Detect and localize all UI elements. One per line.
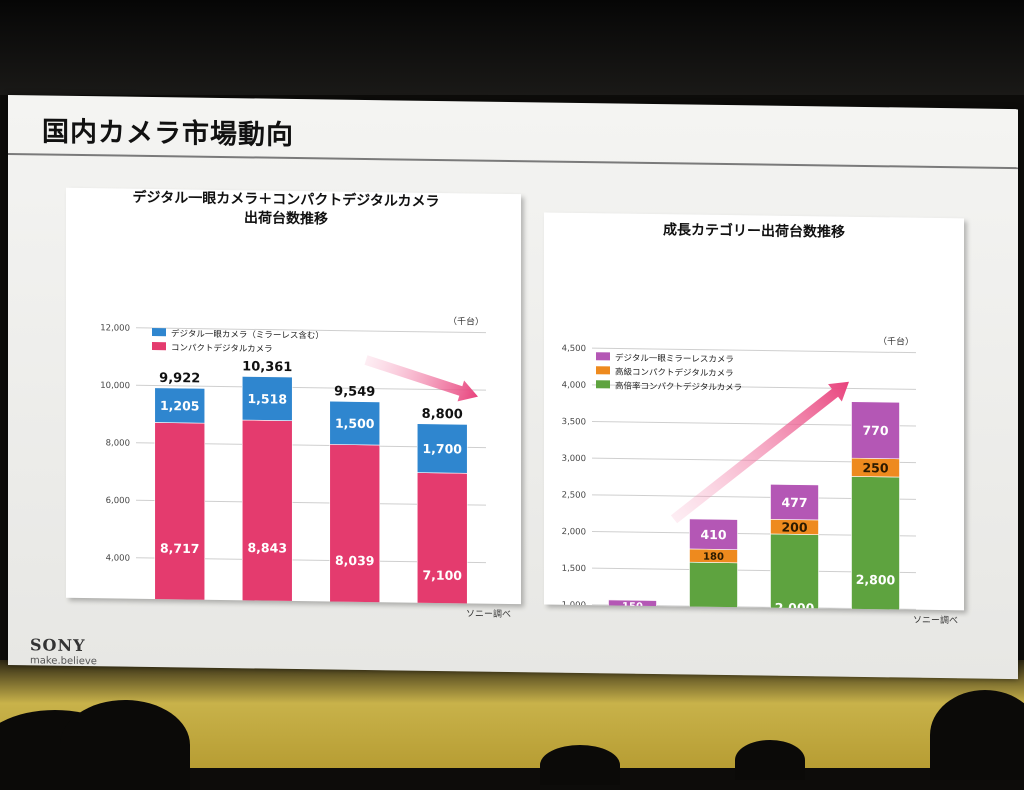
data-label: 250 <box>862 460 888 475</box>
legend-label: 高級コンパクトデジタルカメラ <box>615 366 734 379</box>
right-chart-source: ソニー調べ <box>913 615 959 627</box>
trend-down-arrow <box>364 355 478 402</box>
auditorium-ceiling <box>0 0 1024 95</box>
total-label: 10,361 <box>242 359 292 375</box>
bar-segment <box>851 476 900 683</box>
bar-segment <box>329 444 381 677</box>
y-tick-label: 6,000 <box>106 496 130 506</box>
y-tick-label: 4,500 <box>562 344 586 354</box>
total-label: 9,922 <box>159 371 200 387</box>
bar-segment <box>154 422 206 675</box>
legend-swatch <box>152 342 166 351</box>
slide-title: 国内カメラ市場動向 <box>42 116 294 151</box>
y-tick-label: 4,000 <box>562 380 586 390</box>
data-label: 8,717 <box>160 541 200 557</box>
left-stacked-bar-chart: デジタル一眼カメラ＋コンパクトデジタルカメラ出荷台数推移（千台）02,0004,… <box>100 189 528 699</box>
bar-segment <box>770 484 819 521</box>
sony-tagline: make.believe <box>30 655 97 668</box>
sony-logo: SONY <box>30 635 86 656</box>
legend-label: コンパクトデジタルカメラ <box>171 342 273 354</box>
legend-label: 高倍率コンパクトデジタルカメラ <box>615 380 742 393</box>
data-label: 7,100 <box>422 567 462 583</box>
data-label: 2,000 <box>775 600 815 610</box>
legend-label: デジタル一眼ミラーレスカメラ <box>615 352 734 365</box>
y-tick-label: 3,500 <box>562 417 586 427</box>
presentation-slide: 国内カメラ市場動向 デジタル一眼カメラ＋コンパクトデジタルカメラ 出荷台数推移 （千… <box>8 95 1018 703</box>
left-chart-panel: デジタル一眼カメラ＋コンパクトデジタルカメラ出荷台数推移（千台）02,0004,… <box>66 187 528 699</box>
data-label: 410 <box>700 527 726 542</box>
data-label: 8,039 <box>335 553 375 569</box>
y-tick-label: 10,000 <box>100 381 130 391</box>
title-divider <box>8 153 1018 170</box>
unit-label: （千台） <box>448 315 484 328</box>
bar-segment <box>689 561 738 681</box>
bar-segment <box>416 423 468 474</box>
y-tick-label: 3,000 <box>562 454 586 464</box>
y-tick-label: 1,000 <box>562 600 586 610</box>
gridline <box>136 327 486 334</box>
chart-title: デジタル一眼カメラ＋コンパクトデジタルカメラ <box>132 189 439 210</box>
audience-head <box>735 740 805 780</box>
data-label: 150 <box>622 601 643 610</box>
chart-title: 成長カテゴリー出荷台数推移 <box>663 221 845 241</box>
bar-segment <box>851 401 900 460</box>
audience-head <box>930 690 1024 780</box>
total-label: 8,800 <box>422 407 463 423</box>
right-chart-panel: 成長カテゴリー出荷台数推移（千台）05001,0001,5002,0002,50… <box>544 212 964 703</box>
y-tick-label: 2,000 <box>562 527 586 537</box>
legend-swatch <box>152 328 166 337</box>
audience-head <box>540 745 620 785</box>
y-tick-label: 1,500 <box>562 564 586 574</box>
data-label: 1,205 <box>160 398 200 414</box>
right-stacked-bar-chart: 成長カテゴリー出荷台数推移（千台）05001,0001,5002,0002,50… <box>562 221 958 703</box>
total-label: 9,549 <box>334 384 375 400</box>
data-label: 180 <box>703 552 724 563</box>
legend-swatch <box>596 366 610 375</box>
unit-label: （千台） <box>878 335 914 348</box>
data-label: 2,800 <box>856 572 896 588</box>
bar-segment <box>241 376 293 422</box>
bar-segment <box>416 472 468 678</box>
bar-segment <box>689 518 738 550</box>
y-tick-label: 4,000 <box>106 553 130 563</box>
bar-segment <box>241 419 293 676</box>
trend-up-arrow <box>670 381 849 524</box>
gridline <box>592 347 916 354</box>
legend-swatch <box>596 352 610 361</box>
data-label: 1,518 <box>247 391 287 407</box>
data-label: 477 <box>781 495 807 510</box>
y-tick-label: 8,000 <box>106 438 130 448</box>
data-label: 200 <box>781 520 807 535</box>
gridline <box>592 384 916 390</box>
chart-subtitle: 出荷台数推移 <box>244 209 328 227</box>
bar-segment <box>329 400 381 446</box>
legend-swatch <box>596 380 610 389</box>
bar-segment <box>770 533 819 682</box>
data-label: 8,843 <box>247 540 287 556</box>
bar-segment <box>154 387 206 424</box>
data-label: 770 <box>862 423 888 438</box>
left-chart-source: ソニー調べ <box>466 609 512 621</box>
data-label: 1,500 <box>335 416 375 432</box>
audience-silhouettes <box>0 690 1024 790</box>
data-label: 1,700 <box>422 441 462 457</box>
gridline <box>136 384 486 391</box>
y-tick-label: 2,500 <box>562 490 586 500</box>
y-tick-label: 12,000 <box>100 323 130 333</box>
legend-label: デジタル一眼カメラ（ミラーレス含む） <box>171 328 324 341</box>
photo-of-presentation: 国内カメラ市場動向 デジタル一眼カメラ＋コンパクトデジタルカメラ 出荷台数推移 （千… <box>0 0 1024 768</box>
audience-head <box>60 700 190 790</box>
